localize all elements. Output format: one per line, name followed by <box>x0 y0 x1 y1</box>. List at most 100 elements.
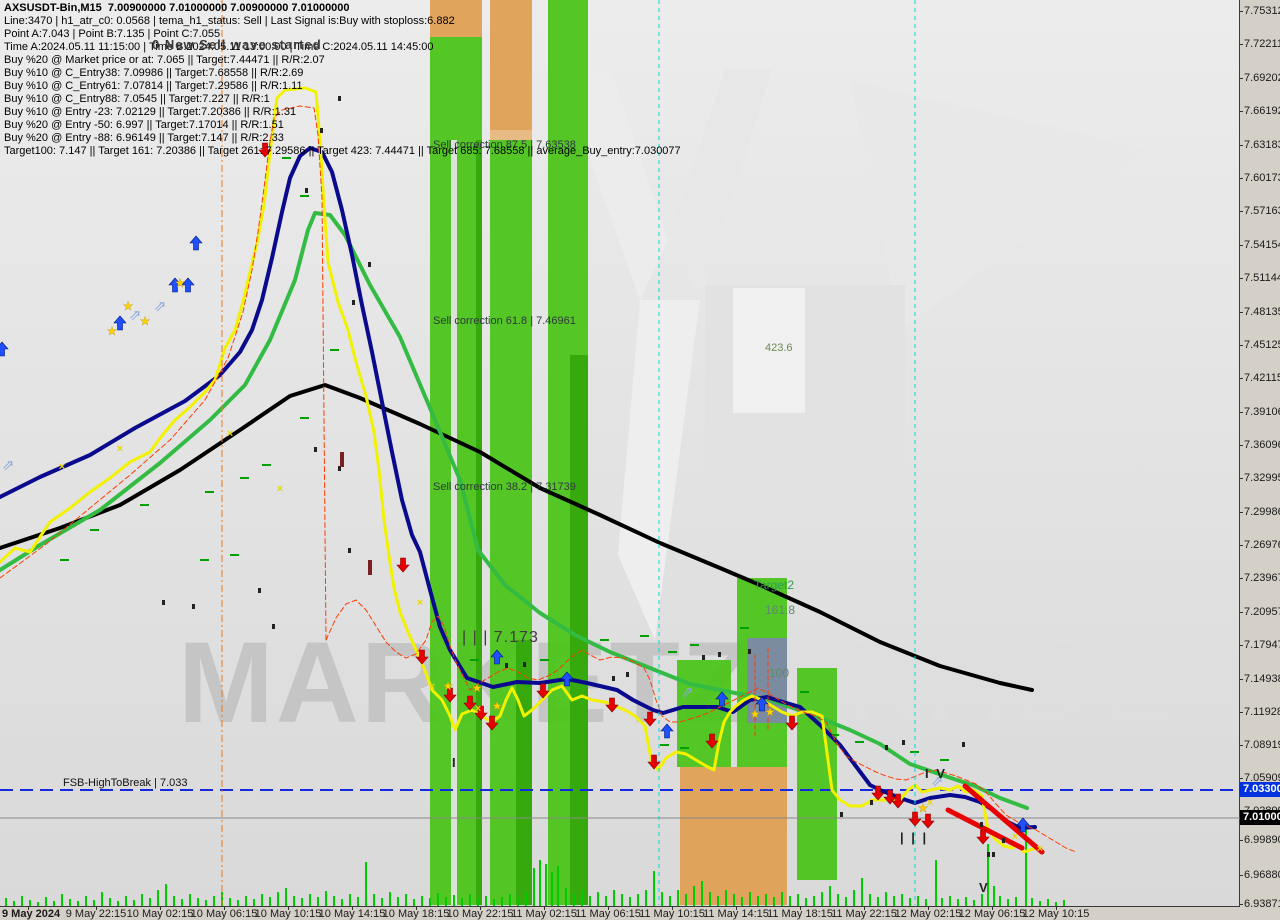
axis-tick <box>1240 378 1243 379</box>
time-axis-label: 10 May 14:15 <box>318 908 386 920</box>
candle-bar <box>368 560 372 575</box>
breakout-arrow-icon: ⇗ <box>931 773 944 790</box>
time-axis-label: 11 May 14:15 <box>703 908 769 920</box>
logo-shape <box>733 288 805 413</box>
axis-tick <box>1240 111 1243 112</box>
candle-dot <box>192 604 195 609</box>
time-axis-label: 9 May 2024 <box>2 908 61 920</box>
tema-line <box>0 146 1037 830</box>
candle-bar <box>340 452 344 467</box>
supply-zone <box>490 130 532 140</box>
axis-tick <box>96 906 97 910</box>
trend-line[interactable] <box>962 783 1045 855</box>
axis-tick <box>1240 578 1243 579</box>
axis-tick <box>992 906 993 910</box>
chart-canvas[interactable]: MARKETZTRADE★★★★★★★★★★××××××××××⇗⇗⇗⇗⇗ AX… <box>0 0 1240 907</box>
info-line: Buy %10 @ C_Entry88: 7.0545 || Target:7.… <box>4 93 270 105</box>
info-line: Buy %10 @ C_Entry61: 7.07814 || Target:7… <box>4 80 303 92</box>
indicator-info-block: AXSUSDT-Bin,M15 7.00900000 7.01000000 7.… <box>4 2 681 158</box>
price-axis-label: 7.39106 <box>1244 406 1280 418</box>
supply-zone <box>680 767 787 905</box>
sell-arrow-icon <box>908 811 922 827</box>
sell-arrow-icon <box>785 715 799 731</box>
price-axis-label: 7.05909 <box>1244 772 1280 784</box>
trend-line[interactable] <box>945 807 1025 851</box>
sell-arrow-icon <box>443 687 457 703</box>
price-axis-label: 7.51144 <box>1244 272 1280 284</box>
axis-tick <box>1240 178 1243 179</box>
time-axis-label: 11 May 18:15 <box>767 908 833 920</box>
star-icon: ★ <box>123 299 134 313</box>
candle-dot <box>626 672 629 677</box>
axis-tick <box>1240 44 1243 45</box>
time-axis-label: 10 May 10:15 <box>254 908 322 920</box>
price-axis-label: 7.11928 <box>1244 706 1280 718</box>
axis-tick <box>1240 312 1243 313</box>
sell-arrow-icon <box>643 711 657 727</box>
time-axis[interactable]: 9 May 2024 9 May 22:15 10 May 02:15 10 May … <box>0 906 1280 920</box>
sell-wave-note: 0 New Sell wave started <box>152 37 322 52</box>
logo-shape <box>850 80 1150 330</box>
fib-161-8: 161.8 <box>765 603 796 617</box>
axis-tick <box>1240 245 1243 246</box>
candle-dot <box>702 655 705 660</box>
fib-100: 100 <box>769 666 790 680</box>
candle-dot <box>368 262 371 267</box>
time-axis-label: 11 May 02:15 <box>511 908 577 920</box>
sell-arrow-icon <box>705 733 719 749</box>
trail-upper <box>0 105 327 641</box>
price-axis-label: 6.96880 <box>1244 869 1280 881</box>
axis-tick <box>160 906 161 910</box>
candle-dot <box>840 812 843 817</box>
x-mark-icon: × <box>927 797 933 809</box>
time-axis-label: 10 May 02:15 <box>126 908 194 920</box>
buy-arrow-icon <box>181 277 195 293</box>
sell-arrow-icon <box>976 829 990 845</box>
breakout-arrow-icon: ⇗ <box>129 307 142 324</box>
candle-dot <box>523 662 526 667</box>
candle-dot <box>320 128 323 133</box>
axis-tick <box>1240 778 1243 779</box>
info-line: Buy %10 @ Entry -23: 7.02129 || Target:7… <box>4 106 297 118</box>
price-axis-label: 6.99890 <box>1244 834 1280 846</box>
candle-dot <box>348 548 351 553</box>
axis-tick <box>416 906 417 910</box>
x-mark-icon: × <box>417 597 423 609</box>
sell-arrow-icon <box>921 813 935 829</box>
axis-tick <box>1056 906 1057 910</box>
axis-tick <box>1240 412 1243 413</box>
green-ma <box>0 211 1029 810</box>
candle-dot <box>748 649 751 654</box>
sell-arrow-icon <box>891 793 905 809</box>
supply-zone <box>430 0 482 37</box>
candle-dot <box>338 96 341 101</box>
time-axis-label: 10 May 22:15 <box>446 908 514 920</box>
star-icon: ★ <box>765 705 776 719</box>
price-axis-label: 7.48135 <box>1244 306 1280 318</box>
axis-tick <box>672 906 673 910</box>
axis-tick <box>1240 645 1243 646</box>
star-icon: ★ <box>472 681 483 695</box>
sell-correction-382: Sell correction 38.2 | 7.31739 <box>433 481 576 493</box>
price-axis-label: 7.57163 <box>1244 205 1280 217</box>
star-icon: ★ <box>750 707 761 721</box>
price-axis-label: 7.69202 <box>1244 72 1280 84</box>
candle-dot <box>272 624 275 629</box>
axis-tick <box>1240 145 1243 146</box>
buy-arrow-icon <box>0 341 9 357</box>
demand-zone <box>677 660 731 767</box>
price-axis[interactable]: 7.75312 7.72211 7.69202 7.66192 7.63183 7.601… <box>1240 0 1280 910</box>
wave-label-iv: I V <box>925 766 947 781</box>
axis-tick <box>1240 445 1243 446</box>
price-axis-label: 7.14938 <box>1244 673 1280 685</box>
sell-correction-875: Sell correction 87.5 | 7.63538 <box>433 139 576 151</box>
price-axis-label: 7.26976 <box>1244 539 1280 551</box>
demand-zone <box>451 140 457 905</box>
star-icon: ★ <box>492 699 503 713</box>
candle-dot <box>962 742 965 747</box>
axis-tick <box>1240 512 1243 513</box>
trail-lower <box>325 599 1077 853</box>
time-axis-label: 11 May 06:15 <box>575 908 641 920</box>
star-icon: ★ <box>443 679 454 693</box>
buy-arrow-icon <box>168 277 182 293</box>
